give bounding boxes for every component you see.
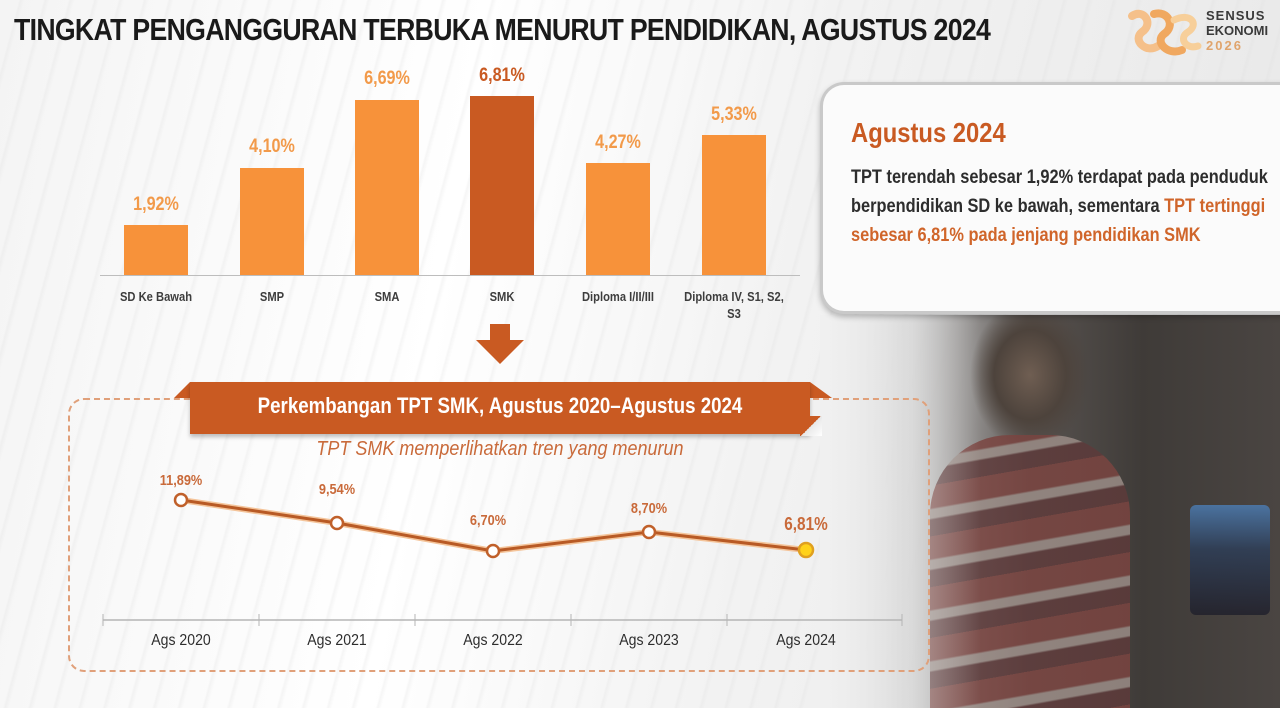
bar-value-label: 6,81% bbox=[479, 65, 525, 86]
bar-highlight bbox=[470, 96, 534, 275]
x-axis-label: Ags 2022 bbox=[463, 632, 523, 649]
logo-mark-icon bbox=[1128, 9, 1202, 56]
summary-text-part1: TPT terendah sebesar 1,92% terdapat pada… bbox=[851, 166, 1268, 217]
bar-group: 4,10% SMP bbox=[216, 60, 326, 330]
bar-value-label: 5,33% bbox=[711, 104, 757, 125]
banner-page-curl bbox=[800, 416, 822, 436]
bar-group: 1,92% SD Ke Bawah bbox=[100, 60, 210, 330]
point-value-label: 6,70% bbox=[469, 512, 507, 529]
bar-value-label: 6,69% bbox=[364, 68, 410, 89]
bar-category-label: Diploma IV, S1, S2, S3 bbox=[684, 289, 784, 321]
bar bbox=[355, 100, 419, 275]
bar-group-highlight: 6,81% SMK bbox=[446, 60, 556, 330]
bar bbox=[702, 135, 766, 275]
point-value-label: 8,70% bbox=[630, 500, 668, 517]
bar-chart-baseline bbox=[100, 275, 800, 276]
down-arrow-icon bbox=[476, 324, 524, 364]
x-axis-label: Ags 2023 bbox=[619, 632, 679, 649]
bar-group: 4,27% Diploma I/II/III bbox=[562, 60, 672, 330]
x-axis-label: Ags 2020 bbox=[151, 632, 211, 649]
logo-line-2: EKONOMI bbox=[1206, 23, 1269, 38]
line-chart-banner bbox=[190, 382, 810, 434]
bar-chart-education: 1,92% SD Ke Bawah 4,10% SMP 6,69% SMA 6,… bbox=[100, 60, 800, 330]
bar-category-label: SMK bbox=[489, 289, 515, 304]
summary-card: Agustus 2024 TPT terendah sebesar 1,92% … bbox=[820, 82, 1280, 314]
bar-category-label: SD Ke Bawah bbox=[119, 289, 193, 304]
summary-text: TPT terendah sebesar 1,92% terdapat pada… bbox=[851, 163, 1271, 250]
line-chart-title: Perkembangan TPT SMK, Agustus 2020–Agust… bbox=[257, 393, 743, 418]
x-axis-label: Ags 2021 bbox=[307, 632, 367, 649]
bar-category-label: SMA bbox=[374, 289, 400, 304]
banner-ear-left bbox=[174, 382, 190, 398]
bar-group: 5,33% Diploma IV, S1, S2, S3 bbox=[678, 60, 788, 330]
bar bbox=[240, 168, 304, 275]
photo-fade bbox=[820, 315, 1280, 708]
bar bbox=[586, 163, 650, 275]
bar-category-label: Diploma I/II/III bbox=[581, 289, 655, 304]
sensus-ekonomi-logo: SENSUS EKONOMI 2026 bbox=[1124, 4, 1280, 62]
point-value-label: 11,89% bbox=[159, 472, 203, 489]
logo-line-3: 2026 bbox=[1206, 38, 1243, 53]
summary-title: Agustus 2024 bbox=[851, 117, 1006, 148]
summary-text-highlight: TPT tertinggi sebesar 6,81% pada jenjang… bbox=[851, 195, 1266, 246]
point-value-label: 6,81% bbox=[784, 514, 828, 534]
bar bbox=[124, 225, 188, 275]
bar-group: 6,69% SMA bbox=[331, 60, 441, 330]
banner-ear-right bbox=[810, 382, 832, 398]
bar-value-label: 4,27% bbox=[595, 132, 641, 153]
bar-value-label: 1,92% bbox=[133, 194, 179, 215]
x-axis-label: Ags 2024 bbox=[776, 632, 836, 649]
point-value-label: 9,54% bbox=[318, 481, 356, 498]
page-title: TINGKAT PENGANGGURAN TERBUKA MENURUT PEN… bbox=[14, 12, 991, 47]
line-chart-subtitle: TPT SMK memperlihatkan tren yang menurun bbox=[316, 438, 684, 460]
logo-line-1: SENSUS bbox=[1206, 8, 1266, 23]
bar-value-label: 4,10% bbox=[249, 136, 295, 157]
bar-category-label: SMP bbox=[259, 289, 285, 304]
background-photo bbox=[820, 315, 1280, 708]
